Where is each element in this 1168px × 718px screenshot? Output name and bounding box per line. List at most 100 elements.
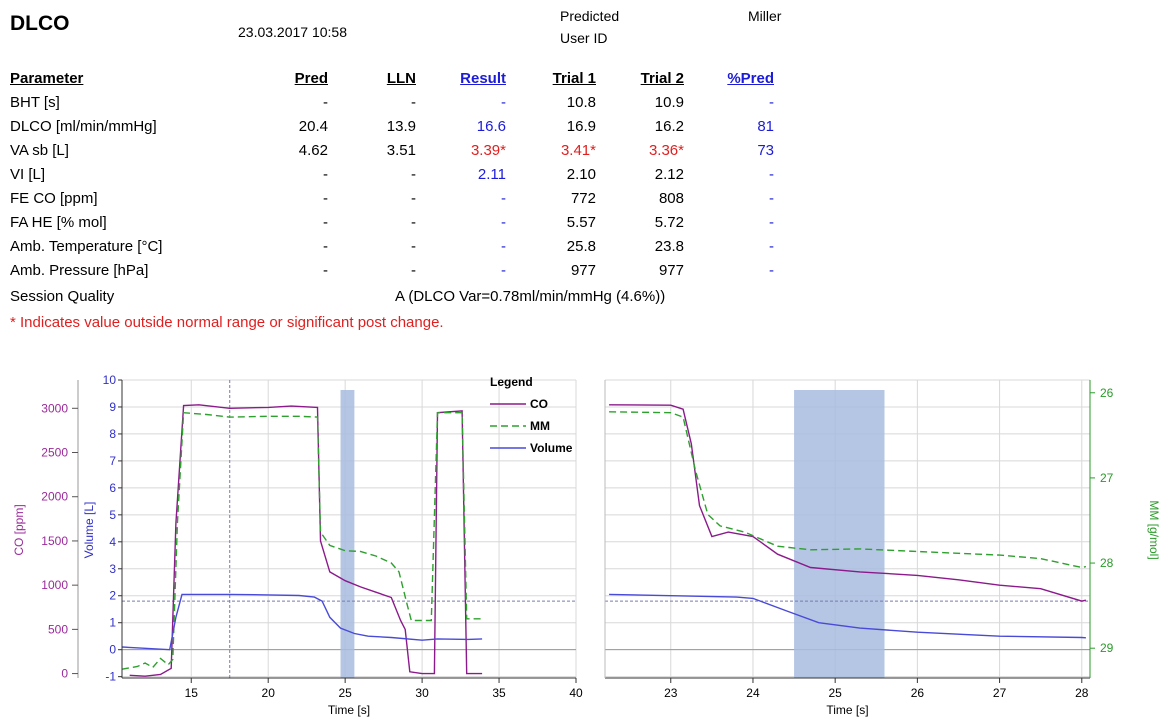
- shaded-band: [794, 390, 885, 678]
- series-line-co: [129, 404, 483, 677]
- cell-trial2: 2.12: [654, 166, 684, 183]
- cell-result: -: [501, 190, 506, 207]
- cell-pctpred: 73: [757, 142, 774, 159]
- volume-axis-title: Volume [L]: [82, 502, 96, 559]
- cell-param: DLCO [ml/min/mmHg]: [10, 118, 157, 135]
- legend-label: Volume: [530, 441, 573, 455]
- cell-trial1: 772: [570, 190, 596, 207]
- co-tick-label: 2500: [41, 446, 68, 460]
- co-tick-label: 1000: [41, 578, 68, 592]
- volume-tick-label: 1: [109, 616, 116, 630]
- series-line-mm: [609, 411, 1087, 569]
- co-tick-label: 2000: [41, 490, 68, 504]
- volume-tick-label: -1: [105, 670, 116, 684]
- cell-trial2: 23.8: [654, 238, 684, 255]
- cell-lln: -: [411, 190, 416, 207]
- volume-tick-label: 4: [109, 535, 116, 549]
- cell-param: VI [L]: [10, 166, 46, 183]
- cell-trial2: 10.9: [654, 94, 684, 111]
- cell-pred: 4.62: [298, 142, 328, 159]
- cell-pctpred: 81: [757, 118, 774, 135]
- cell-pctpred: -: [769, 238, 774, 255]
- x-tick-label: 20: [262, 686, 276, 700]
- cell-result: 2.11: [477, 166, 506, 183]
- page-title: DLCO: [10, 12, 70, 35]
- col-lln: LLN: [386, 70, 416, 87]
- cell-trial1: 2.10: [566, 166, 596, 183]
- cell-param: VA sb [L]: [10, 142, 69, 159]
- x-tick-label: 15: [185, 686, 199, 700]
- cell-lln: 13.9: [386, 118, 416, 135]
- volume-tick-label: 9: [109, 400, 116, 414]
- co-tick-label: 3000: [41, 401, 68, 415]
- cell-result: -: [501, 262, 506, 279]
- cell-lln: -: [411, 238, 416, 255]
- cell-pred: -: [323, 214, 328, 231]
- cell-param: FA HE [% mol]: [10, 214, 107, 231]
- user-id-label: User ID: [560, 30, 608, 46]
- cell-trial1: 10.8: [566, 94, 596, 111]
- cell-pctpred: -: [769, 262, 774, 279]
- legend-title: Legend: [490, 375, 533, 389]
- cell-pred: -: [323, 166, 328, 183]
- co-tick-label: 0: [61, 667, 68, 681]
- col-pred: Pred: [294, 70, 328, 87]
- cell-pred: -: [323, 262, 328, 279]
- col-result: Result: [460, 70, 506, 87]
- predicted-value: Miller: [748, 8, 782, 24]
- cell-param: BHT [s]: [10, 94, 60, 111]
- volume-tick-label: 8: [109, 427, 116, 441]
- mm-tick-label: 27: [1100, 471, 1114, 485]
- cell-lln: -: [411, 214, 416, 231]
- volume-tick-label: 6: [109, 481, 116, 495]
- cell-trial1: 5.57: [566, 214, 596, 231]
- cell-result: 3.39*: [470, 142, 506, 159]
- x-axis-title: Time [s]: [826, 703, 868, 717]
- cell-pred: -: [323, 238, 328, 255]
- predicted-label: Predicted: [560, 8, 620, 24]
- cell-trial1: 16.9: [566, 118, 596, 135]
- cell-trial2: 16.2: [654, 118, 684, 135]
- cell-trial2: 808: [658, 190, 684, 207]
- x-axis-title: Time [s]: [328, 703, 370, 717]
- cell-trial1: 977: [570, 262, 596, 279]
- col-trial-1: Trial 1: [552, 70, 596, 87]
- cell-lln: -: [411, 166, 416, 183]
- x-tick-label: 23: [664, 686, 678, 700]
- series-line-volume: [121, 593, 483, 651]
- x-tick-label: 27: [993, 686, 1007, 700]
- test-datetime: 23.03.2017 10:58: [238, 24, 347, 40]
- cell-trial1: 25.8: [566, 238, 596, 255]
- x-tick-label: 35: [492, 686, 506, 700]
- co-tick-label: 1500: [41, 534, 68, 548]
- x-tick-label: 25: [828, 686, 842, 700]
- cell-trial2: 5.72: [654, 214, 684, 231]
- cell-pred: -: [323, 190, 328, 207]
- cell-param: Amb. Pressure [hPa]: [10, 262, 149, 279]
- x-tick-label: 30: [415, 686, 429, 700]
- cell-result: -: [501, 214, 506, 231]
- mm-tick-label: 28: [1100, 556, 1114, 570]
- co-axis-title: CO [ppm]: [12, 504, 26, 555]
- mm-tick-label: 29: [1100, 641, 1114, 655]
- cell-result: 16.6: [476, 118, 506, 135]
- cell-param: FE CO [ppm]: [10, 190, 98, 207]
- cell-lln: -: [411, 94, 416, 111]
- volume-tick-label: 0: [109, 643, 116, 657]
- x-tick-label: 24: [746, 686, 760, 700]
- series-line-mm: [121, 411, 483, 670]
- volume-tick-label: 10: [103, 373, 117, 387]
- session-quality-value: A (DLCO Var=0.78ml/min/mmHg (4.6%)): [395, 288, 666, 305]
- cell-pctpred: -: [769, 214, 774, 231]
- cell-trial2: 977: [658, 262, 684, 279]
- col-parameter: Parameter: [10, 70, 84, 87]
- mm-axis-title: MM [g/mol]: [1147, 500, 1161, 559]
- cell-trial2: 3.36*: [648, 142, 684, 159]
- volume-tick-label: 3: [109, 562, 116, 576]
- legend-label: MM: [530, 419, 550, 433]
- cell-lln: 3.51: [386, 142, 416, 159]
- volume-tick-label: 5: [109, 508, 116, 522]
- volume-tick-label: 2: [109, 589, 116, 603]
- volume-tick-label: 7: [109, 454, 116, 468]
